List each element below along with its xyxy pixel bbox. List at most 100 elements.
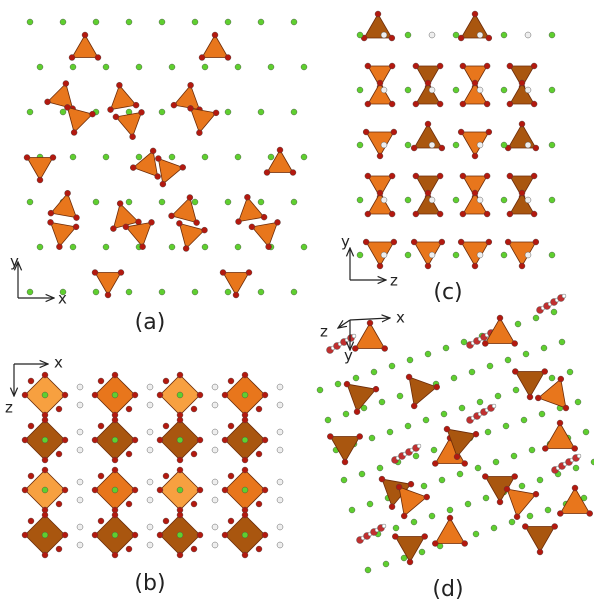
atom [405,252,411,258]
atom [367,320,373,326]
atom [423,417,429,423]
atom [473,531,479,537]
atom [92,270,98,276]
atom [228,378,234,384]
atom [27,289,33,295]
atom [401,513,407,519]
atom [177,437,183,443]
atom [317,387,323,393]
atom [393,525,399,531]
atom [258,109,264,115]
atom [249,224,255,230]
atom [519,190,525,196]
atom [177,552,183,558]
axis-label: z [320,323,328,341]
atom [98,473,104,479]
atom [258,19,264,25]
atom [277,447,283,453]
tetrahedron [461,14,489,38]
atom [529,447,535,453]
atom [301,244,307,250]
atom [256,406,262,412]
atom [242,532,248,538]
atom [225,109,231,115]
atom [242,512,248,518]
atom [469,369,475,375]
tetrahedron [461,242,489,266]
atom [531,211,537,217]
atom [92,532,98,538]
atom [112,392,118,398]
atom [225,289,231,295]
atom [188,105,194,111]
atom [48,210,54,216]
atom [42,467,48,473]
atom [277,147,283,153]
atom [62,532,68,538]
atom [92,392,98,398]
atom [389,504,395,510]
atom [28,378,34,384]
atom [77,402,83,408]
tetrahedron [508,124,536,148]
axis-label: x [54,354,63,372]
atom [118,270,124,276]
atom [222,532,228,538]
atom [477,252,483,258]
atom [28,518,34,524]
atom [45,99,51,105]
atom [197,392,203,398]
atom [413,211,419,217]
atom [429,513,435,519]
atom [413,453,419,459]
atom [365,567,371,573]
atom [277,429,283,435]
atom [441,411,447,417]
atom [549,197,555,203]
atom [437,101,443,107]
atom [396,484,402,490]
atom [365,63,371,69]
atom [262,392,268,398]
atom [159,289,165,295]
atom [22,487,28,493]
atom [453,252,459,258]
atom [103,244,109,250]
atom [95,55,101,61]
atom [163,378,169,384]
atom [37,64,43,70]
atom [262,487,268,493]
atom [236,219,242,225]
atom [56,451,62,457]
axes-c: y z [341,233,398,290]
atom [180,164,186,170]
atom [563,405,569,411]
atom [65,190,71,196]
atom [138,109,144,115]
atom [73,224,79,230]
atom [212,524,218,530]
atom [387,429,393,435]
atom [77,542,83,548]
atom [291,109,297,115]
atom [244,194,250,200]
atom [291,199,297,205]
atom [559,339,565,345]
atom [157,437,163,443]
axis-label: y [341,233,350,251]
tetrahedron [126,222,152,246]
atom [472,263,478,269]
atom [213,110,219,116]
atom [513,387,519,393]
atom [235,154,241,160]
atom [389,35,395,41]
atom [501,252,507,258]
tetrahedron [507,489,536,517]
atom [365,101,371,107]
atom [491,525,497,531]
atom [335,381,341,387]
tetrahedron [414,124,442,148]
atom [417,444,421,448]
atom [567,369,573,375]
tetrahedron [191,108,217,132]
